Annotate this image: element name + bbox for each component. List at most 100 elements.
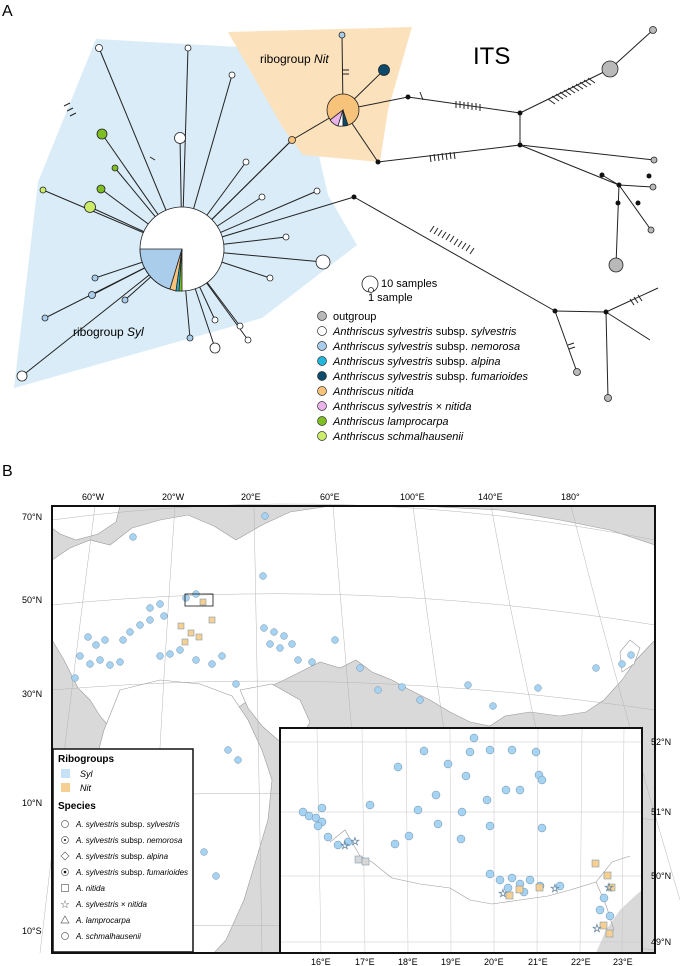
occurrence-syl [495,875,505,885]
legend-item-nemorosa: Anthriscus sylvestris subsp. nemorosa [317,341,520,353]
occurrence-syl [501,785,511,795]
panel-b: B 60°W 20°W 20°E 60°E 100°E 140°E 180° 7… [2,463,681,966]
haplotype-node [266,274,274,282]
occurrence-syl [482,795,492,805]
lon-label: 140°E [478,492,503,502]
symbol-dot-circle-icon [61,868,69,876]
occurrence-syl [398,683,406,691]
ribogroup-nit-legend-label: Nit [80,783,91,793]
haplotype-node [242,158,250,166]
haplotype-node [96,184,106,194]
occurrence-nit [187,629,195,637]
occurrence-syl [101,636,109,644]
species-legend-label: A. sylvestris subsp. alpina [75,852,169,861]
symbol-dot-circle-icon [61,836,69,844]
lon-label: 60°W [82,492,105,502]
occurrence-hybrid: ☆ [592,923,602,935]
occurrence-syl [618,660,626,668]
occurrence-nit [603,871,612,880]
legend-swatch [317,356,327,366]
occurrence-syl [343,837,353,847]
occurrence-syl [333,840,343,850]
occurrence-syl [416,696,424,704]
haplotype-node [211,316,219,324]
occurrence-syl [331,636,339,644]
inset-lon-label: 18°E [398,957,418,966]
haplotype-node [184,44,192,52]
ribogroup-nit-hull [228,27,412,162]
occurrence-syl [404,831,414,841]
legend-swatch [317,386,327,396]
haplotype-node [313,187,321,195]
occurrence-syl [456,834,466,844]
legend-label: Anthriscus sylvestris subsp. fumarioides [332,371,529,383]
occurrence-syl [232,680,240,688]
occurrence-nit [199,598,207,606]
occurrence-syl [96,656,104,664]
occurrence-syl [260,624,268,632]
haplotype-node [258,193,266,201]
lat-label: 10°S [22,926,42,936]
occurrence-syl [182,594,190,602]
lon-label: 180° [561,492,580,502]
species-title: Species [58,801,96,812]
occurrence-syl [365,800,375,810]
occurrence-syl [106,661,114,669]
occurrence-syl [298,807,308,817]
inset-lon-label: 19°E [441,957,461,966]
occurrence-syl [84,633,92,641]
occurrence-syl [146,616,154,624]
occurrence-syl [276,644,284,652]
occurrence-syl [129,533,137,541]
haplotype-node [315,254,331,270]
haplotype-node [84,201,96,213]
legend-swatch [317,371,327,381]
occurrence-syl [261,512,269,520]
inset-points: ☆ ☆ ☆ ☆ ☆ ☆ [298,733,616,938]
legend-label: Anthriscus lamprocarpa [332,416,449,428]
occurrence-nit [535,883,544,892]
occurrence-syl [419,746,429,756]
inset-lat-label: 50°N [651,871,671,881]
occurrence-syl [627,651,635,659]
occurrence-syl [537,823,547,833]
occurrence-syl [116,658,124,666]
occurrence-syl [218,652,226,660]
haplotype-node [244,336,252,344]
lon-label: 20°W [162,492,185,502]
haplotype-node [378,64,390,76]
outgroup-node [649,183,657,191]
occurrence-syl [86,660,94,668]
occurrence-syl [507,873,517,883]
occurrence-syl [515,785,525,795]
ribogroup-syl-swatch [61,769,70,778]
legend-label: Anthriscus sylvestris subsp. nemorosa [332,341,520,353]
occurrence-syl [393,762,403,772]
inset-lon-label: 16°E [311,957,331,966]
lat-label: 70°N [22,512,42,522]
legend-item-schmalhausenii: Anthriscus schmalhausenii [317,431,464,443]
inset-lat-label: 52°N [651,737,671,747]
occurrence-syl [160,612,168,620]
occurrence-syl [234,756,242,764]
ribogroup-syl-label: ribogroup Syl [73,325,144,339]
haplotype-node [121,296,129,304]
occurrence-syl [71,674,79,682]
occurrence-syl [119,636,127,644]
size-legend-small-label: 1 sample [368,292,413,304]
occurrence-syl [92,641,100,649]
symbol-dot-icon [64,839,66,841]
panel-b-letter: B [2,463,13,480]
outgroup-node [604,394,612,402]
occurrence-nit [599,921,608,930]
inset-lon-labels: 16°E 17°E 18°E 19°E 20°E 21°E 22°E 23°E [311,957,633,966]
occurrence-syl [457,807,467,817]
occurrence-syl [288,640,296,648]
legend-item-lamprocarpa: Anthriscus lamprocarpa [317,416,449,428]
size-legend-small-circle [368,287,374,293]
outgroup-node [601,60,619,78]
haplotype-node [209,342,221,354]
occurrence-syl [323,832,333,842]
haplotype-nodes [16,26,658,402]
mutation-ticks [63,69,643,350]
